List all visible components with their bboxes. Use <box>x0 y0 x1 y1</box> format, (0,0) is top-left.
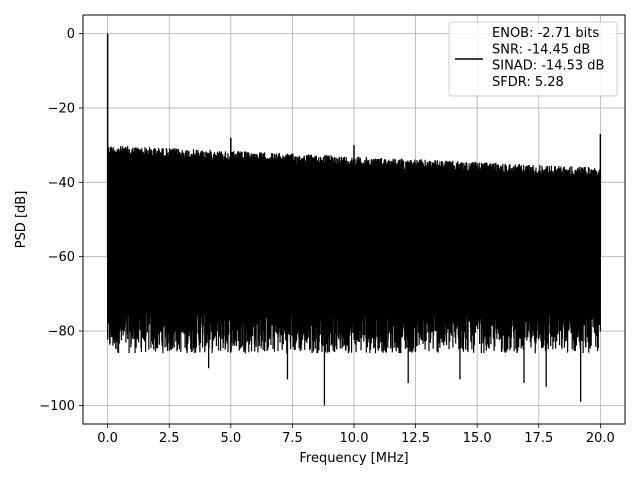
y-tick-label: 0 <box>67 27 75 42</box>
legend-entry-line: SNR: -14.45 dB <box>492 42 590 57</box>
x-tick-label: 17.5 <box>524 431 553 446</box>
x-tick-label: 20.0 <box>586 431 615 446</box>
x-tick-label: 0.0 <box>97 431 118 446</box>
x-axis: 0.0 2.5 5.0 7.5 10.0 12.5 15.0 17.5 20.0 <box>97 424 615 446</box>
y-tick-label: −60 <box>48 250 75 265</box>
x-tick-label: 15.0 <box>463 431 492 446</box>
y-axis-label: PSD [dB] <box>14 191 29 249</box>
x-tick-label: 5.0 <box>220 431 241 446</box>
series-psd <box>106 33 602 406</box>
y-tick-label: −40 <box>48 176 75 191</box>
legend-entry-line: ENOB: -2.71 bits <box>492 26 599 41</box>
x-tick-label: 12.5 <box>401 431 430 446</box>
legend-entry-line: SINAD: -14.53 dB <box>492 59 604 74</box>
x-tick-label: 2.5 <box>159 431 180 446</box>
x-tick-label: 10.0 <box>340 431 369 446</box>
x-axis-label: Frequency [MHz] <box>299 451 408 466</box>
y-axis: 0 −20 −40 −60 −80 −100 <box>39 27 83 414</box>
legend-entry-line: SFDR: 5.28 <box>492 75 564 90</box>
y-tick-label: −100 <box>39 399 75 414</box>
legend-box <box>448 21 618 97</box>
y-tick-label: −20 <box>48 101 75 116</box>
x-tick-label: 7.5 <box>282 431 303 446</box>
y-tick-label: −80 <box>48 325 75 340</box>
